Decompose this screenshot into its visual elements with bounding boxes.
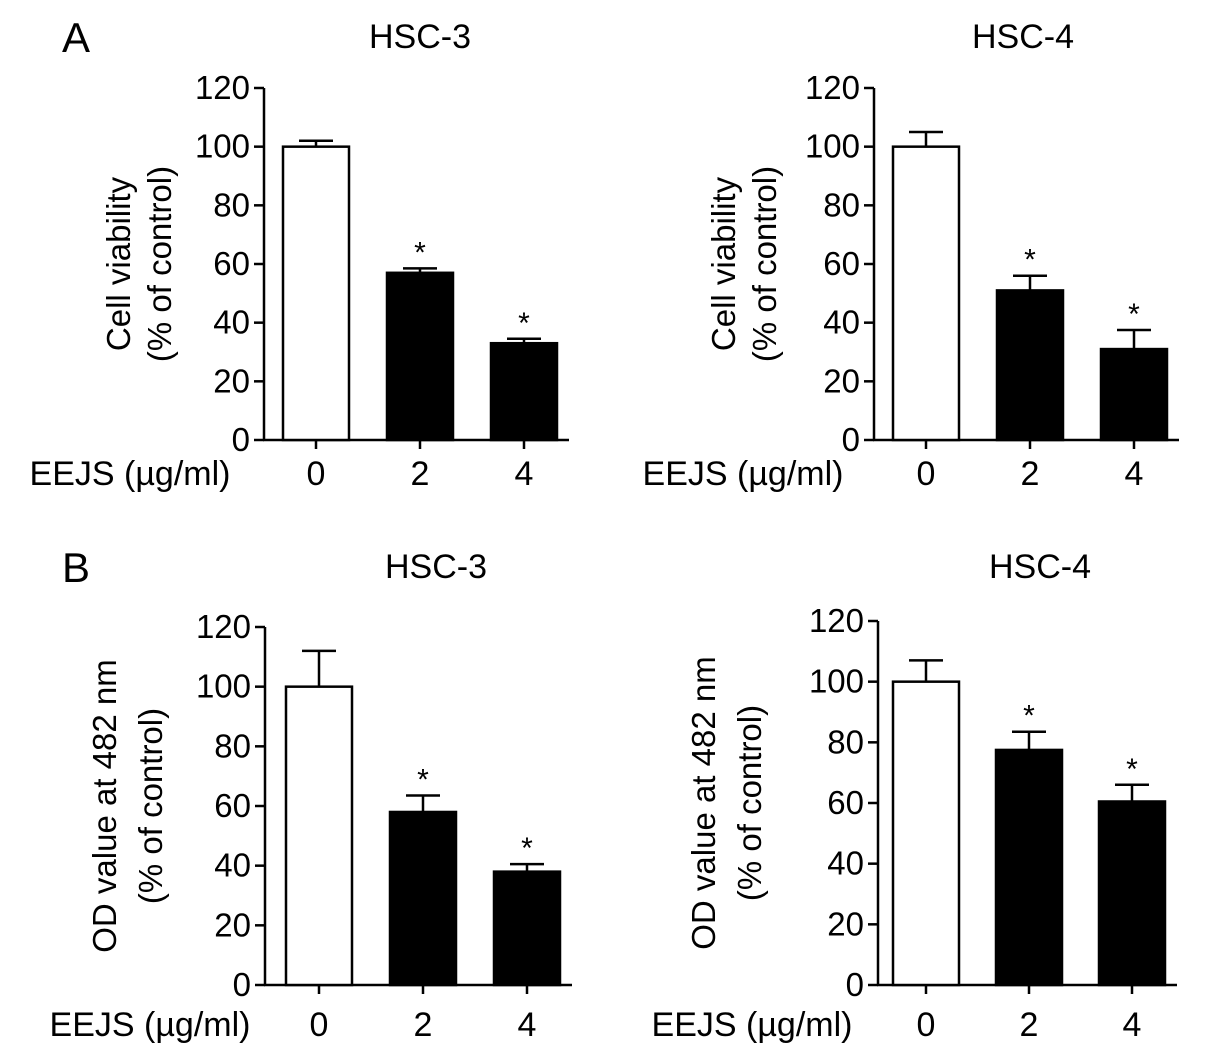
y-tick-label: 80 [823, 186, 860, 223]
y-tick-label: 0 [233, 966, 251, 1003]
y-axis-label-line: (% of control) [746, 166, 783, 362]
bar-4 [1099, 347, 1169, 442]
y-tick-label: 100 [809, 663, 864, 700]
x-category-label: 0 [310, 1006, 329, 1044]
bar-2 [385, 271, 455, 442]
y-tick-label: 80 [213, 186, 250, 223]
y-tick-label: 20 [823, 362, 860, 399]
x-category-label: 0 [917, 1006, 936, 1044]
y-tick-label: 80 [214, 727, 251, 764]
y-tick-label: 60 [823, 245, 860, 282]
y-tick-label: 120 [195, 69, 250, 106]
x-category-label: 4 [518, 1006, 537, 1044]
x-axis-label: EEJS (µg/ml) [30, 455, 231, 493]
y-axis-label-line: Cell viability [705, 176, 742, 351]
chart-title: HSC-3 [385, 548, 487, 586]
y-tick-label: 0 [232, 421, 250, 458]
significance-marker: * [1128, 298, 1140, 331]
significance-marker: * [1024, 244, 1036, 277]
x-axis-label: EEJS (µg/ml) [50, 1006, 251, 1044]
x-category-label: 0 [917, 455, 936, 493]
significance-marker: * [417, 764, 429, 797]
bar-2 [995, 289, 1065, 442]
significance-marker: * [1023, 700, 1035, 733]
y-tick-label: 80 [827, 723, 864, 760]
y-axis-label-line: OD value at 482 nm [86, 659, 123, 953]
y-tick-label: 120 [805, 69, 860, 106]
y-tick-label: 120 [809, 602, 864, 639]
significance-marker: * [521, 832, 533, 865]
bar-4 [492, 870, 562, 987]
chart-title: HSC-4 [989, 548, 1091, 586]
chart-title: HSC-3 [369, 18, 471, 56]
y-tick-label: 100 [195, 128, 250, 165]
chart-panel-3: B HSC-3 OD value at 482 nm (% of control) 0 2… [50, 544, 572, 1044]
y-axis-label-line: (% of control) [132, 708, 169, 904]
panel-letter: B [62, 544, 90, 591]
bar-0 [284, 685, 354, 987]
x-category-label: 4 [515, 455, 534, 493]
y-tick-label: 120 [196, 608, 251, 645]
y-axis-label-line: (% of control) [141, 166, 178, 362]
y-tick-label: 20 [827, 905, 864, 942]
y-tick-label: 100 [805, 128, 860, 165]
x-category-label: 4 [1123, 1006, 1142, 1044]
y-tick-label: 0 [842, 421, 860, 458]
significance-marker: * [414, 236, 426, 269]
y-tick-label: 40 [214, 847, 251, 884]
x-axis-label: EEJS (µg/ml) [643, 455, 844, 493]
y-tick-label: 20 [213, 362, 250, 399]
y-tick-label: 100 [196, 668, 251, 705]
y-tick-label: 60 [214, 787, 251, 824]
x-axis-label: EEJS (µg/ml) [652, 1006, 853, 1044]
y-tick-label: 40 [213, 304, 250, 341]
bar-0 [891, 145, 961, 442]
bar-0 [281, 145, 351, 442]
y-tick-label: 60 [827, 784, 864, 821]
y-tick-label: 20 [214, 906, 251, 943]
x-category-label: 2 [1020, 1006, 1039, 1044]
y-axis-label-line: Cell viability [100, 176, 137, 351]
significance-marker: * [518, 307, 530, 340]
bar-2 [388, 810, 458, 987]
panel-letter: A [62, 14, 90, 61]
x-category-label: 2 [414, 1006, 433, 1044]
y-axis-label-line: OD value at 482 nm [685, 656, 722, 950]
x-category-label: 2 [411, 455, 430, 493]
x-category-label: 4 [1125, 455, 1144, 493]
significance-marker: * [1126, 753, 1138, 786]
y-tick-label: 40 [827, 845, 864, 882]
bar-4 [1097, 800, 1167, 987]
y-tick-label: 40 [823, 304, 860, 341]
bar-0 [891, 680, 961, 987]
bar-4 [489, 341, 559, 442]
y-axis-label-line: (% of control) [731, 705, 768, 901]
y-tick-label: 60 [213, 245, 250, 282]
y-tick-label: 0 [846, 966, 864, 1003]
x-category-label: 0 [307, 455, 326, 493]
bar-2 [994, 748, 1064, 987]
x-category-label: 2 [1021, 455, 1040, 493]
chart-panel-4: HSC-4OD value at 482 nm (% of control)020… [652, 548, 1177, 1044]
chart-title: HSC-4 [972, 18, 1074, 56]
